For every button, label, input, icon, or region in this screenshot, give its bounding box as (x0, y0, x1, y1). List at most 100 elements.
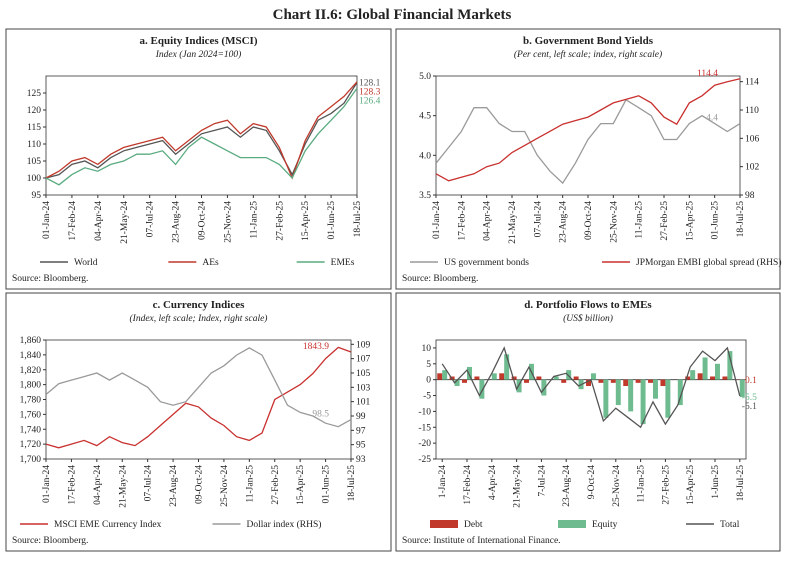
bar (710, 376, 715, 380)
x-tick-label: 25-Nov-24 (612, 465, 622, 507)
panel-subtitle: (US$ billion) (563, 313, 613, 324)
x-tick-label: 01-Jun-25 (322, 465, 332, 504)
bar (437, 373, 443, 380)
bar (499, 373, 505, 380)
x-tick-label: 7-Jul-24 (537, 465, 547, 497)
bar (665, 379, 671, 418)
x-tick-label: 15-Apr-25 (296, 465, 306, 505)
source-note: Source: Institute of International Finan… (402, 535, 561, 546)
series-line (435, 78, 741, 182)
legend-label: US government bonds (444, 258, 529, 268)
bar (610, 379, 616, 383)
bar (640, 379, 646, 425)
bar (635, 379, 641, 383)
panel-title: b. Government Bond Yields (523, 35, 654, 47)
y2-tick-label: 109 (356, 340, 371, 350)
x-tick-label: 25-Nov-24 (220, 465, 230, 507)
end-value-label: 1843.9 (303, 342, 329, 352)
legend-label: JPMorgan EMBI global spread (RHS) (636, 257, 781, 268)
y-tick-label: 4.5 (419, 112, 431, 122)
bar (591, 373, 596, 380)
bar (462, 379, 467, 383)
series-line (45, 347, 352, 428)
legend-label: MSCI EME Currency Index (54, 520, 162, 530)
series-line (441, 346, 741, 429)
end-value-label: 128.1 (359, 78, 381, 88)
y-tick-label: 120 (27, 106, 42, 116)
bar (660, 379, 666, 387)
bar (442, 370, 448, 380)
y-tick-label: 1,740 (20, 425, 42, 435)
bar (536, 376, 542, 380)
x-tick-label: 17-Feb-24 (457, 201, 467, 241)
panel-title: a. Equity Indices (MSCI) (140, 35, 258, 47)
y2-tick-label: 102 (745, 163, 760, 173)
bar (715, 363, 720, 380)
x-tick-label: 15-Apr-25 (301, 201, 311, 241)
bar (648, 379, 653, 383)
x-tick-label: 01-Jan-24 (42, 201, 52, 239)
bar (467, 366, 472, 380)
x-tick-label: 11-Jan-25 (635, 201, 645, 239)
bar (615, 379, 621, 406)
x-tick-label: 27-Feb-25 (275, 201, 285, 241)
y-tick-label: -25 (418, 455, 431, 465)
x-tick-label: 07-Jul-24 (146, 201, 156, 238)
legend-label: AEs (202, 258, 219, 268)
y2-tick-label: 107 (356, 355, 371, 365)
x-tick-label: 27-Feb-25 (661, 465, 671, 505)
bar (561, 379, 567, 383)
x-tick-label: 04-Apr-24 (483, 201, 493, 241)
x-tick-label: 23-Aug-24 (172, 201, 182, 243)
y-tick-label: 1,780 (20, 396, 42, 406)
bar (677, 379, 683, 406)
y-tick-label: 5 (426, 360, 431, 370)
x-tick-label: 01-Jun-25 (327, 201, 337, 240)
y-tick-label: 105 (27, 157, 42, 167)
y-tick-label: 1,760 (20, 410, 42, 420)
x-tick-label: 01-Jan-24 (432, 201, 442, 239)
bar (697, 373, 703, 380)
bar (598, 379, 604, 383)
source-note: Source: Bloomberg. (12, 274, 88, 284)
x-tick-label: 1-Jun-25 (711, 465, 721, 499)
x-tick-label: 04-Apr-24 (94, 201, 104, 241)
x-tick-label: 25-Nov-24 (223, 201, 233, 243)
x-tick-label: 27-Feb-25 (271, 465, 281, 505)
y-tick-label: 125 (27, 89, 42, 99)
end-value-label: 114.4 (697, 69, 718, 79)
x-tick-label: 01-Jun-25 (711, 201, 721, 240)
source-note: Source: Bloomberg. (12, 536, 88, 546)
y-tick-label: 10 (422, 344, 432, 354)
x-tick-label: 1-Jan-24 (438, 465, 448, 498)
bar (623, 379, 629, 387)
x-tick-label: 09-Oct-24 (195, 465, 205, 504)
panel-subtitle: (Index, left scale; Index, right scale) (130, 313, 268, 324)
x-tick-label: 21-May-24 (513, 465, 523, 508)
x-tick-label: 07-Jul-24 (144, 465, 154, 502)
bar (454, 379, 460, 387)
y-tick-label: 115 (27, 123, 41, 133)
plot-frame (435, 339, 747, 460)
x-tick-label: 17-Feb-24 (463, 465, 473, 505)
end-value-label: 98.5 (312, 410, 329, 420)
legend-swatch (430, 520, 458, 528)
y-tick-label: 1,860 (20, 336, 42, 346)
y2-tick-label: 93 (356, 455, 366, 465)
legend-label: EMEs (331, 258, 355, 268)
panel-title: d. Portfolio Flows to EMEs (524, 299, 652, 311)
x-tick-label: 18-Jul-25 (736, 465, 746, 502)
panel-subtitle: (Per cent, left scale; index, right scal… (514, 49, 662, 60)
y-tick-label: 4.0 (419, 151, 431, 161)
bar (739, 379, 745, 398)
y-tick-label: -15 (418, 423, 431, 433)
y2-tick-label: 98 (745, 191, 755, 201)
x-tick-label: 15-Apr-25 (685, 201, 695, 241)
legend-label: Equity (592, 520, 618, 530)
y-tick-label: -5 (423, 392, 431, 402)
x-tick-label: 07-Jul-24 (533, 201, 543, 238)
x-tick-label: 17-Feb-24 (67, 465, 77, 505)
x-tick-label: 23-Aug-24 (559, 201, 569, 243)
bar (566, 370, 572, 380)
